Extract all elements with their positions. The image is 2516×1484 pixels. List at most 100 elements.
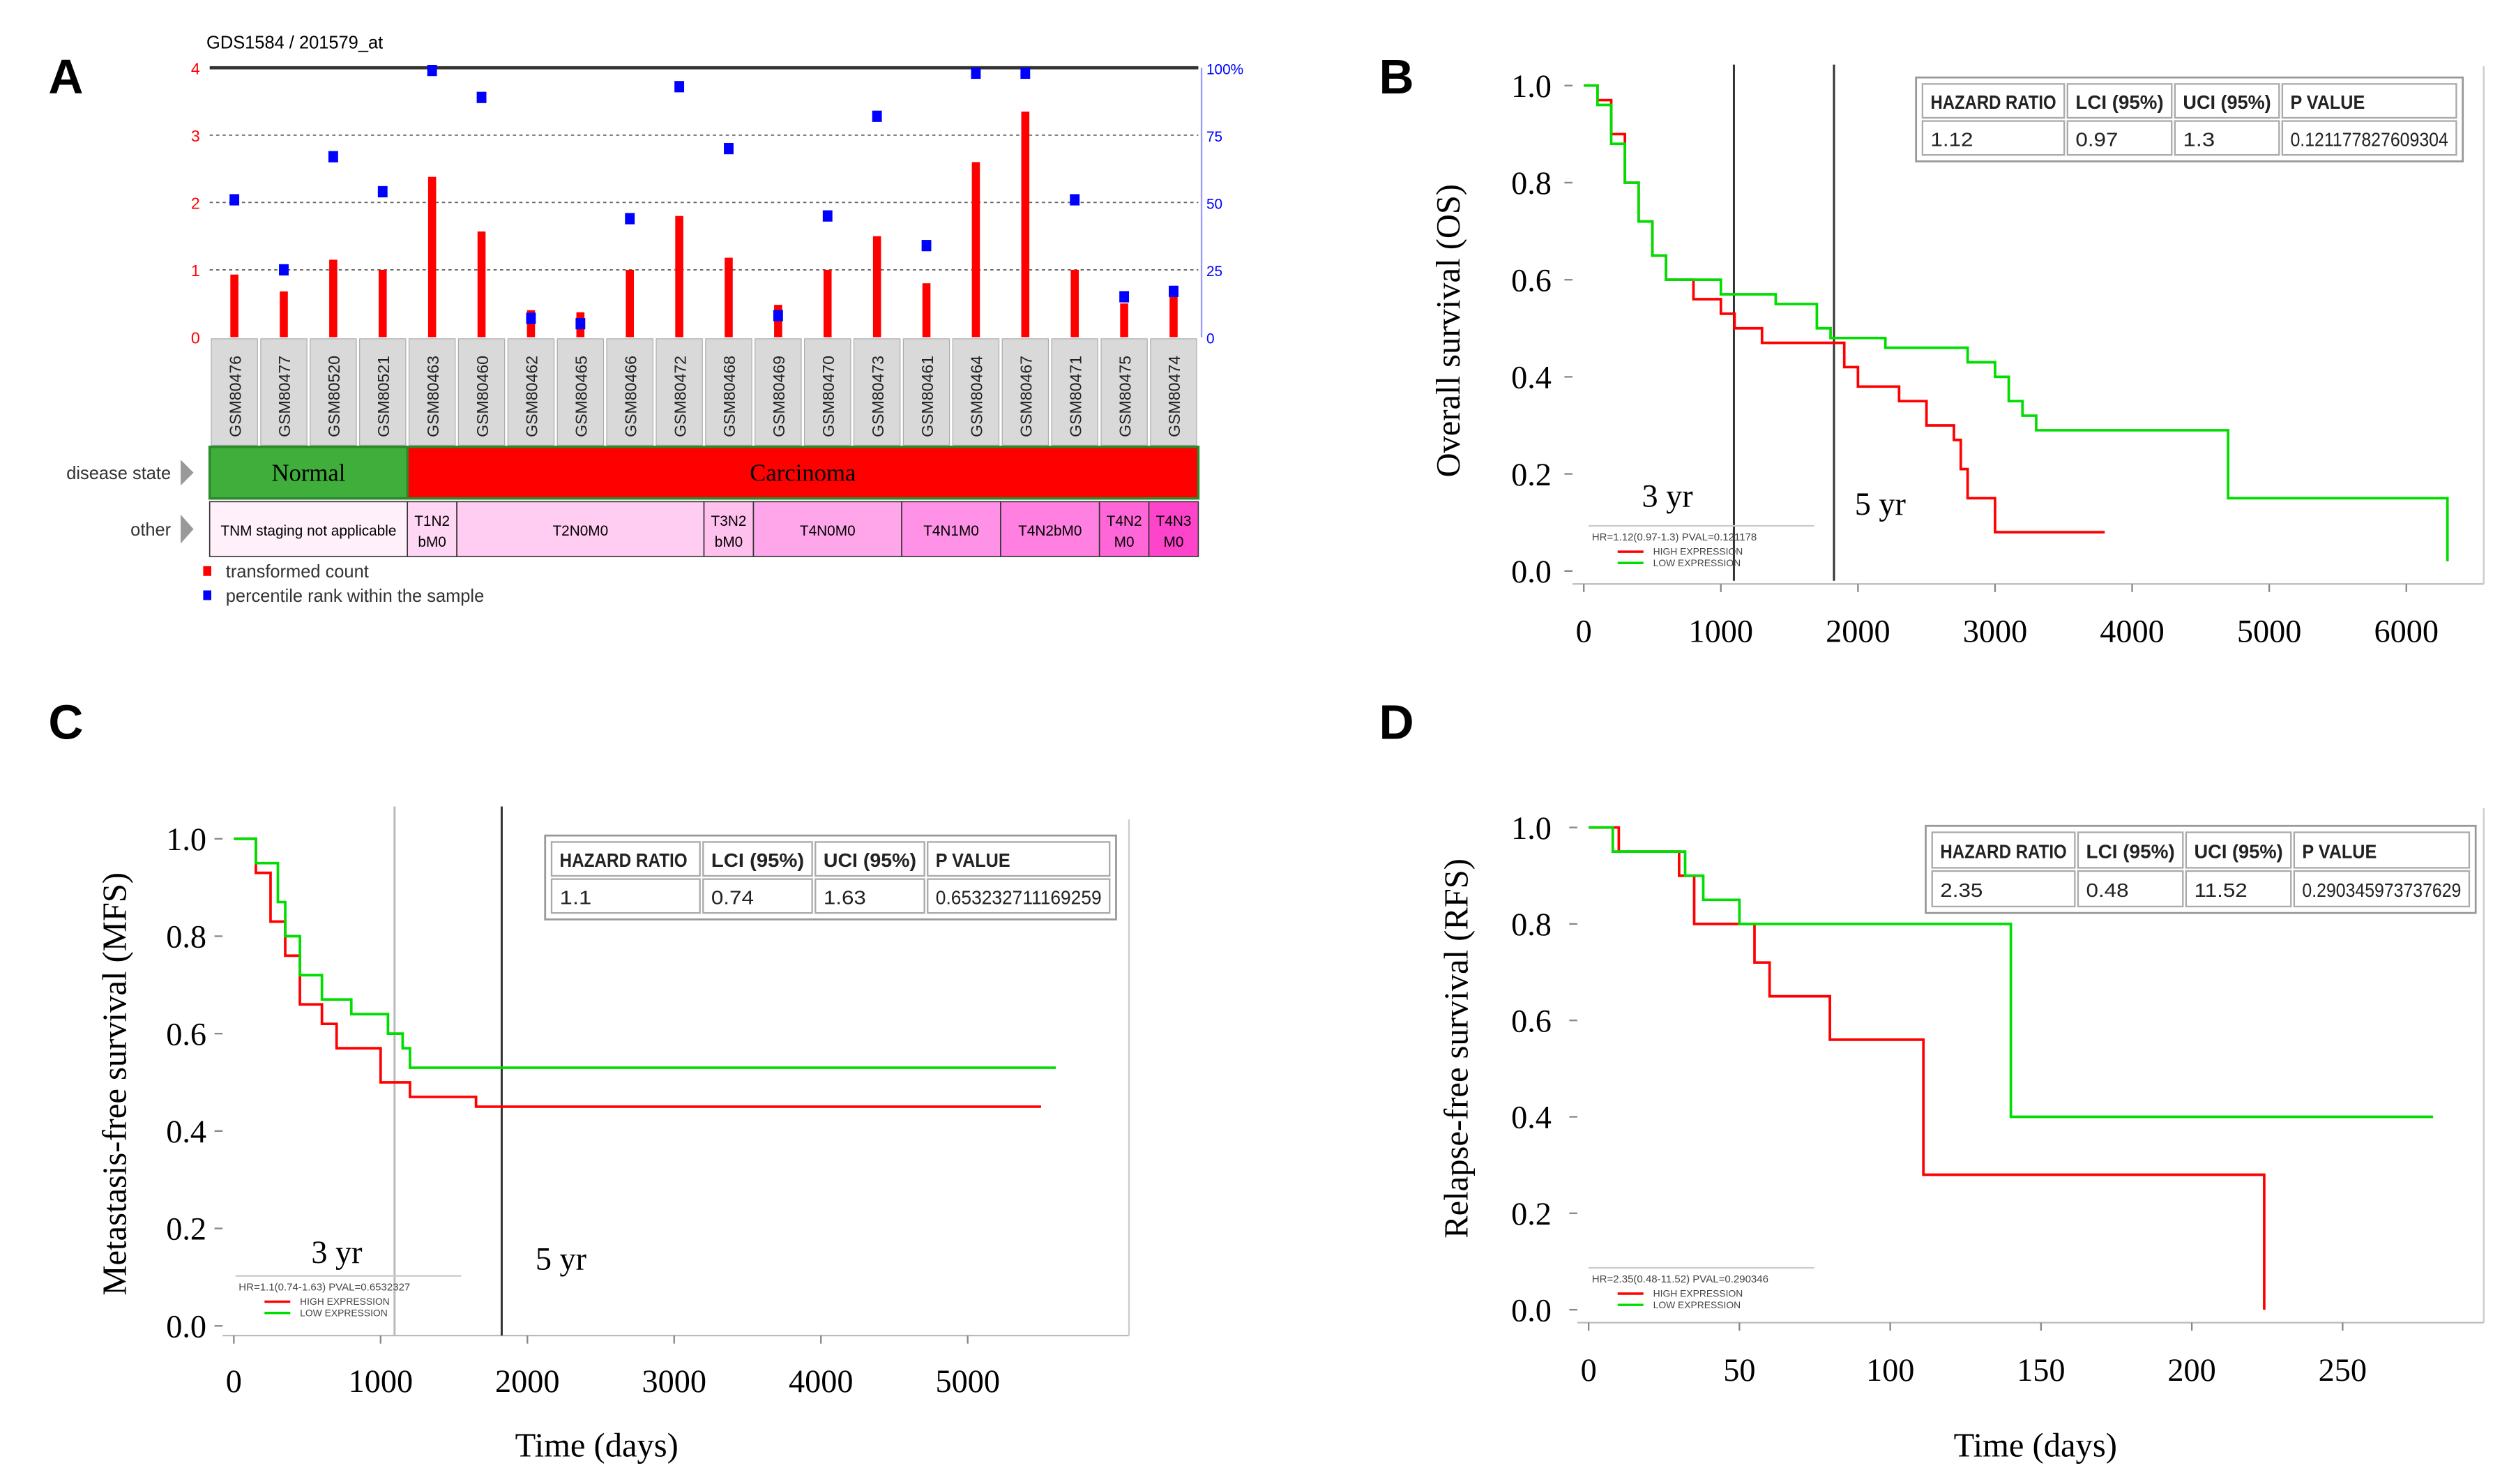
track-group-label-line: T3N2 [711, 513, 747, 529]
right-tick-label: 25 [1206, 264, 1222, 280]
survival-curve-low [234, 837, 1056, 1069]
sample-label-box [556, 338, 605, 446]
sample-label: GSM80520 [325, 356, 343, 437]
stats-table-cell [550, 841, 701, 877]
stats-table-header: UCI (95%) [2194, 841, 2282, 863]
y-tick-label: 0.8 [166, 920, 206, 955]
track-group-label-line: T4N3 [1156, 513, 1192, 529]
sample-label: GSM80460 [473, 356, 492, 437]
y-axis-label: Overall survival (OS) [1430, 184, 1467, 478]
percentile-point [1020, 67, 1031, 80]
track-group-label: Normal [271, 459, 345, 486]
sample-label-box [408, 338, 456, 446]
sample-label-box [1150, 338, 1197, 446]
expression-bar [675, 215, 683, 338]
x-axis-label: Time (days) [1954, 1427, 2117, 1464]
y-tick-label: 0.6 [1511, 263, 1552, 298]
survival-curve-low [1584, 84, 2449, 561]
track-group [209, 501, 409, 557]
expression-bar [280, 291, 288, 338]
y-tick-label: 0.0 [1511, 554, 1552, 590]
track-group [456, 501, 705, 557]
percentile-point [526, 312, 536, 324]
percentile-point [724, 143, 734, 155]
chart-title: GDS1584 / 201579_at [206, 33, 383, 52]
stats-table-value: 0.48 [2086, 879, 2129, 901]
y-tick-label: 0.8 [1511, 907, 1552, 943]
stats-table-cell [2185, 870, 2292, 908]
stats-table-cell [2281, 83, 2457, 119]
expression-bar [725, 257, 733, 338]
stats-table-header: P VALUE [936, 849, 1010, 871]
expression-bar [823, 269, 832, 338]
track-arrow-icon [181, 514, 194, 544]
sample-label: GSM80468 [720, 356, 738, 437]
stats-table-cell [2077, 870, 2184, 908]
x-tick-label: 1000 [1689, 614, 1754, 650]
left-tick-label: 4 [191, 59, 200, 77]
x-tick-label: 50 [1723, 1353, 1755, 1388]
stats-table-header: P VALUE [2290, 91, 2365, 113]
sample-label: GSM80476 [226, 356, 244, 437]
y-tick-label: 0.0 [1511, 1293, 1552, 1328]
panel-label: D [1379, 695, 1414, 749]
expression-bar [329, 259, 338, 338]
expression-bar [1169, 295, 1178, 338]
panel-a-chart: GDS1584 / 201579_at 0 1 2 3 4 0 25 50 75 100% GSM80… [66, 33, 1243, 605]
stats-table-cell [1931, 831, 2076, 869]
x-tick-label: 1000 [349, 1364, 414, 1400]
percentile-point [279, 264, 289, 276]
stats-table-cell [2174, 83, 2280, 119]
y-tick-label: 0.6 [166, 1017, 206, 1052]
track-group-label: T3N2 bM0 [711, 513, 747, 550]
sample-label-box [804, 338, 851, 446]
percentile-point [921, 240, 932, 252]
sample-label-box [705, 338, 752, 446]
left-tick-label: 3 [191, 127, 200, 145]
legend-summary: HR=1.12(0.97-1.3) PVAL=0.121178 [1592, 531, 1757, 543]
stats-table-cell [550, 878, 701, 914]
y-tick-label: 0.4 [1511, 1100, 1552, 1136]
right-tick-label: 0 [1206, 331, 1215, 347]
stats-table-header: UCI (95%) [824, 849, 916, 871]
stats-table-cell [2185, 831, 2292, 869]
percentile-point [427, 65, 437, 77]
x-tick-label: 0 [1576, 614, 1592, 650]
track-group-label: T1N2 bM0 [414, 513, 450, 550]
x-tick-label: 5000 [2237, 614, 2302, 650]
legend-summary: HR=2.35(0.48-11.52) PVAL=0.290346 [1592, 1273, 1768, 1285]
percentile-point [575, 318, 586, 330]
x-tick-label: 0 [1581, 1353, 1597, 1388]
x-tick-label: 3000 [642, 1364, 707, 1400]
track-group-label: T4N2 M0 [1107, 513, 1142, 550]
percentile-point [476, 91, 487, 103]
stats-table-cell [2281, 120, 2457, 156]
legend-label: HIGH EXPRESSION [1653, 1288, 1743, 1299]
sample-label-box [853, 338, 901, 446]
stats-table-header: HAZARD RATIO [1940, 841, 2066, 863]
stats-table-value: 11.52 [2194, 879, 2247, 901]
stats-table-value: 0.653232711169259 [936, 886, 1102, 908]
sample-label: GSM80462 [523, 356, 541, 437]
percentile-point [625, 213, 635, 225]
y-tick-label: 0.2 [1511, 457, 1552, 493]
sample-label: GSM80473 [869, 356, 887, 437]
percentile-point [1169, 285, 1179, 297]
y-tick-label: 0.2 [1511, 1197, 1552, 1232]
track-group-label-line: bM0 [418, 534, 446, 550]
y-axis-label: Metastasis-free survival (MFS) [96, 872, 133, 1296]
panel-label: B [1379, 50, 1414, 104]
stats-table-header: LCI (95%) [711, 849, 804, 871]
left-tick-label: 0 [191, 329, 200, 347]
stats-table-value: 0.74 [711, 886, 754, 908]
panel-c-chart: 0.0 0.2 0.4 0.6 0.8 1.0 0 1000 2000 3000 4000 5000 M… [96, 806, 1130, 1464]
sample-label-box [1051, 338, 1098, 446]
expression-bar [1021, 112, 1030, 338]
sample-label-box [359, 338, 407, 446]
sample-label: GSM80466 [621, 356, 639, 437]
x-tick-label: 5000 [935, 1364, 1000, 1400]
track-group-label: T4N1M0 [923, 523, 979, 539]
track-group [703, 501, 755, 557]
legend-swatch [203, 590, 211, 600]
track-group [407, 501, 457, 557]
